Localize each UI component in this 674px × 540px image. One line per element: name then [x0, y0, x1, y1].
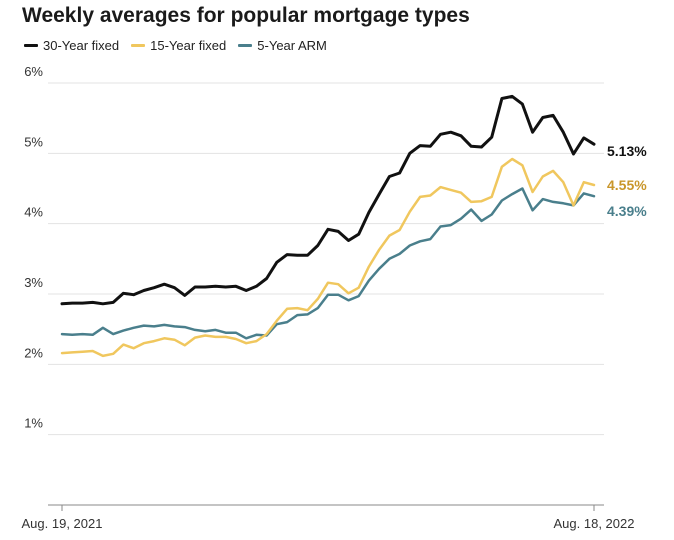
end-value-label-30-year-fixed: 5.13%	[607, 143, 647, 159]
legend-item-30-year-fixed: 30-Year fixed	[24, 38, 119, 53]
legend-label-30-year-fixed: 30-Year fixed	[43, 38, 120, 53]
y-tick-label: 1%	[24, 416, 43, 431]
chart-legend: 30-Year fixed 15-Year fixed 5-Year ARM	[24, 38, 339, 53]
legend-swatch-5-year-arm	[238, 44, 253, 47]
legend-swatch-15-year-fixed	[131, 44, 146, 47]
series-line-5-year-arm	[60, 187, 596, 340]
y-tick-label: 6%	[24, 64, 43, 79]
end-value-label-15-year-fixed: 4.55%	[607, 177, 647, 193]
y-tick-label: 5%	[24, 134, 43, 149]
grid-layer	[48, 82, 604, 436]
series-line-30-year-fixed	[60, 94, 596, 306]
legend-item-15-year-fixed: 15-Year fixed	[131, 38, 226, 53]
end-value-label-5-year-arm: 4.39%	[607, 203, 647, 219]
x-tick-label: Aug. 19, 2021	[22, 516, 103, 531]
legend-swatch-30-year-fixed	[24, 44, 38, 47]
axis-layer: 1% 2% 3% 4% 5% 6% Aug. 19, 2021 Aug. 18, 2022	[22, 64, 635, 531]
y-tick-label: 3%	[24, 275, 43, 290]
legend-label-15-year-fixed: 15-Year fixed	[150, 38, 227, 53]
end-label-layer: 5.13% 4.55% 4.39%	[607, 143, 647, 219]
legend-item-5-year-arm: 5-Year ARM	[238, 38, 327, 53]
x-tick-label: Aug. 18, 2022	[554, 516, 635, 531]
chart-title: Weekly averages for popular mortgage typ…	[22, 4, 470, 27]
series-layer	[60, 94, 596, 358]
y-tick-label: 2%	[24, 345, 43, 360]
series-line-15-year-fixed	[60, 157, 596, 358]
y-tick-label: 4%	[24, 205, 43, 220]
legend-label-5-year-arm: 5-Year ARM	[257, 38, 327, 53]
